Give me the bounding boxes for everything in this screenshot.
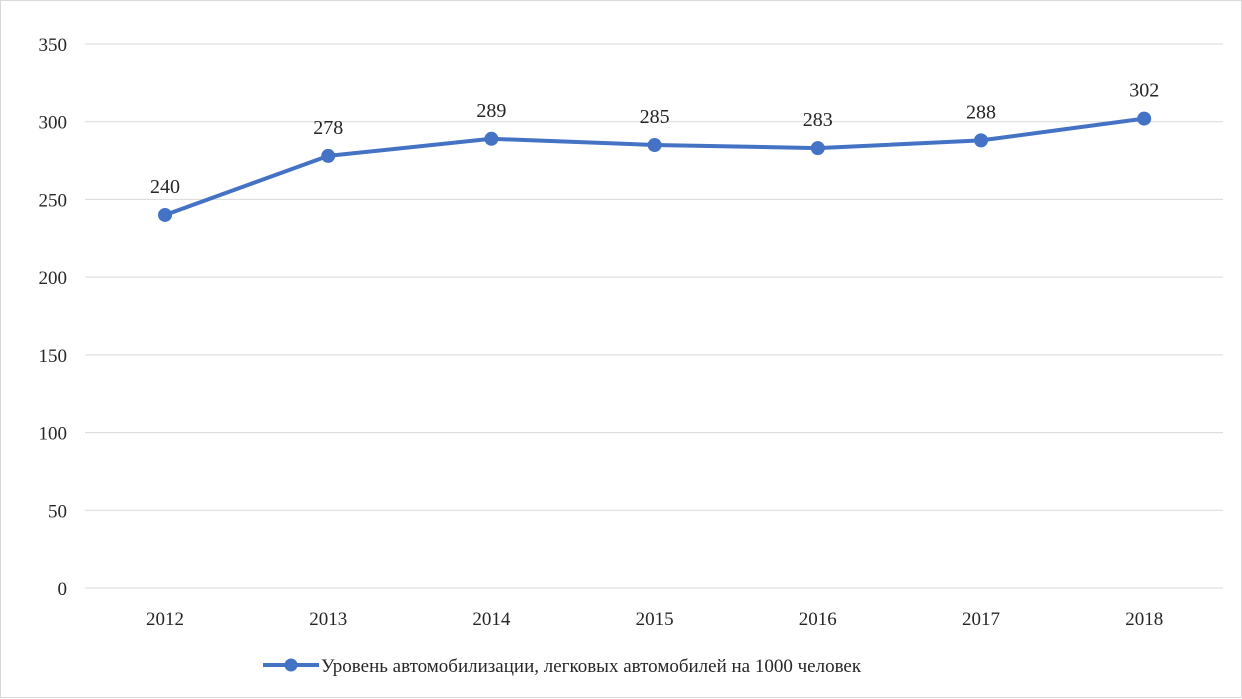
legend: Уровень автомобилизации, легковых автомо…: [263, 656, 862, 677]
data-label-2015: 285: [640, 106, 670, 128]
y-tick-label-350: 350: [39, 35, 68, 56]
data-point-2017: [974, 133, 988, 148]
data-label-2012: 240: [150, 176, 180, 198]
y-tick-label-50: 50: [48, 501, 67, 522]
data-point-2018: [1137, 111, 1152, 126]
data-point-2014: [484, 131, 499, 146]
y-tick-label-100: 100: [39, 424, 68, 445]
legend-label: Уровень автомобилизации, легковых автомо…: [321, 656, 862, 677]
x-tick-label-2014: 2014: [472, 609, 511, 630]
x-tick-label-2016: 2016: [799, 609, 837, 630]
x-tick-label-2018: 2018: [1125, 609, 1163, 630]
y-tick-label-250: 250: [39, 190, 68, 211]
y-axis-ticks: 0 50 100 150 200 250 300 350: [39, 35, 68, 600]
data-label-2014: 289: [476, 100, 506, 122]
y-tick-label-200: 200: [39, 268, 68, 289]
data-label-2013: 278: [313, 117, 343, 139]
data-labels: 240 278 289 285 283 288 302: [150, 80, 1159, 198]
y-tick-label-0: 0: [58, 579, 68, 600]
x-tick-label-2017: 2017: [962, 609, 1000, 630]
legend-marker-swatch: [284, 658, 298, 672]
x-tick-label-2012: 2012: [146, 609, 184, 630]
x-axis-ticks: 2012 2013 2014 2015 2016 2017 2018: [146, 609, 1163, 630]
data-label-2016: 283: [803, 109, 833, 131]
data-point-2012: [158, 207, 172, 222]
x-tick-label-2015: 2015: [636, 609, 674, 630]
y-tick-label-300: 300: [39, 113, 68, 134]
data-point-2015: [647, 138, 662, 153]
y-tick-label-150: 150: [39, 346, 68, 367]
series-line: [163, 116, 1147, 217]
data-label-2018: 302: [1129, 80, 1159, 102]
data-point-2013: [321, 148, 336, 163]
gridlines: [85, 43, 1223, 589]
data-point-2016: [810, 141, 825, 156]
series-layer: [158, 111, 1152, 222]
x-tick-label-2013: 2013: [309, 609, 347, 630]
data-label-2017: 288: [966, 101, 996, 123]
